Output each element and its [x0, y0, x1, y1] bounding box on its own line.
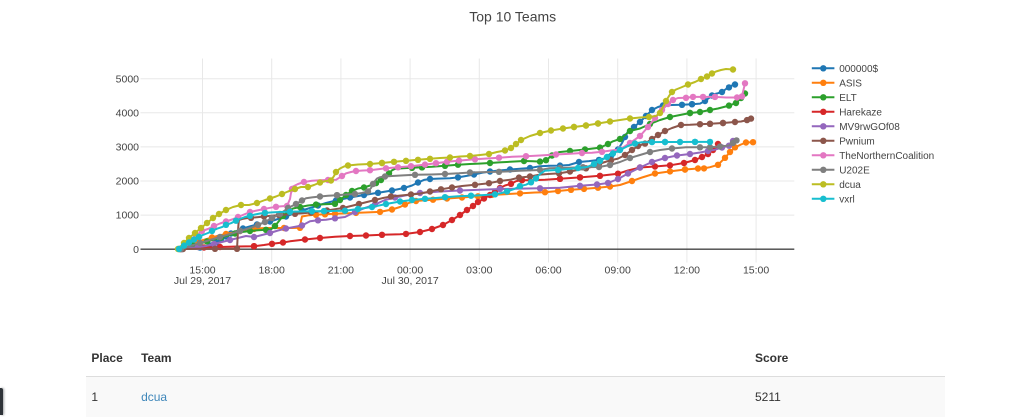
svg-text:Jul 29, 2017: Jul 29, 2017: [174, 275, 231, 287]
svg-text:Top 10 Teams: Top 10 Teams: [469, 9, 556, 25]
svg-text:03:00: 03:00: [466, 264, 492, 276]
svg-text:0: 0: [133, 244, 139, 256]
svg-text:15:00: 15:00: [743, 264, 769, 276]
svg-text:21:00: 21:00: [328, 264, 354, 276]
svg-text:Jul 30, 2017: Jul 30, 2017: [381, 275, 438, 287]
svg-text:vxrl: vxrl: [839, 194, 855, 205]
svg-text:MV9rwGOf08: MV9rwGOf08: [839, 122, 900, 133]
svg-text:1000: 1000: [116, 210, 140, 222]
svg-text:18:00: 18:00: [259, 264, 285, 276]
svg-text:09:00: 09:00: [605, 264, 631, 276]
svg-text:3000: 3000: [116, 142, 140, 154]
svg-text:TheNorthernCoalition: TheNorthernCoalition: [839, 151, 934, 162]
svg-text:ELT: ELT: [839, 93, 857, 104]
svg-text:5000: 5000: [116, 73, 140, 85]
svg-text:2000: 2000: [116, 176, 140, 188]
svg-text:4000: 4000: [116, 107, 140, 119]
svg-text:000000$: 000000$: [839, 64, 878, 75]
svg-text:Harekaze: Harekaze: [839, 107, 882, 118]
svg-text:dcua: dcua: [839, 180, 861, 191]
svg-text:12:00: 12:00: [674, 264, 700, 276]
svg-text:ASIS: ASIS: [839, 78, 862, 89]
svg-text:15:00: 15:00: [189, 264, 215, 276]
svg-text:U202E: U202E: [839, 165, 870, 176]
svg-text:00:00: 00:00: [397, 264, 423, 276]
svg-text:06:00: 06:00: [535, 264, 561, 276]
svg-text:Pwnium: Pwnium: [839, 136, 875, 147]
